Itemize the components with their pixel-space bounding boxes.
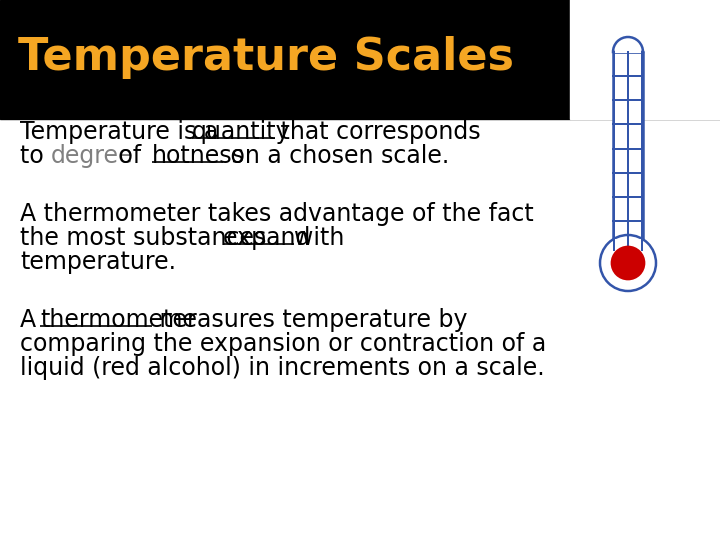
- Text: quantity: quantity: [192, 120, 291, 144]
- Bar: [642, 52, 643, 251]
- Bar: [613, 52, 615, 251]
- Text: A thermometer takes advantage of the fact: A thermometer takes advantage of the fac…: [20, 202, 534, 226]
- Text: A: A: [20, 308, 44, 332]
- Text: on a chosen scale.: on a chosen scale.: [222, 144, 449, 168]
- Text: comparing the expansion or contraction of a: comparing the expansion or contraction o…: [20, 332, 546, 356]
- Bar: [613, 52, 643, 245]
- Text: measures temperature by: measures temperature by: [152, 308, 467, 332]
- Wedge shape: [613, 37, 643, 52]
- Text: with: with: [294, 226, 344, 250]
- Text: to: to: [20, 144, 51, 168]
- Text: hotness: hotness: [152, 144, 245, 168]
- Bar: [615, 239, 642, 265]
- Bar: [570, 0, 720, 119]
- Bar: [0, 0, 720, 119]
- Text: temperature.: temperature.: [20, 250, 176, 274]
- Bar: [615, 50, 642, 53]
- Text: liquid (red alcohol) in increments on a scale.: liquid (red alcohol) in increments on a …: [20, 356, 544, 380]
- Text: thermometer: thermometer: [40, 308, 197, 332]
- Text: Temperature Scales: Temperature Scales: [18, 36, 514, 79]
- Text: of: of: [111, 144, 149, 168]
- Text: degree: degree: [50, 144, 133, 168]
- Text: expand: expand: [222, 226, 318, 250]
- Circle shape: [611, 246, 645, 280]
- Text: that corresponds: that corresponds: [274, 120, 481, 144]
- Circle shape: [600, 235, 656, 291]
- Text: the most substances: the most substances: [20, 226, 274, 250]
- Text: Temperature is a: Temperature is a: [20, 120, 226, 144]
